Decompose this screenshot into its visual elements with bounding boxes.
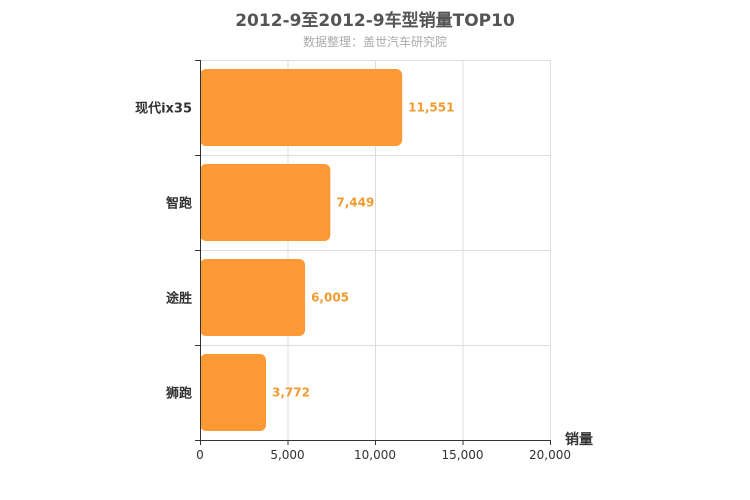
axes <box>195 60 551 445</box>
category-label: 狮跑 <box>165 386 192 402</box>
chart-subtitle: 数据整理：盖世汽车研究院 <box>302 35 447 49</box>
bar <box>200 164 331 241</box>
chart-title: 2012-9至2012-9车型销量TOP10 <box>235 11 515 31</box>
x-tick-label: 15,000 <box>442 448 484 462</box>
category-label: 现代ix35 <box>135 101 192 117</box>
x-axis-title: 销量 <box>565 431 593 448</box>
bar <box>200 259 306 336</box>
bar-value-label: 3,772 <box>272 386 310 400</box>
x-tick-label: 0 <box>196 448 204 462</box>
x-tick-label: 5,000 <box>270 448 304 462</box>
category-label: 智跑 <box>166 196 192 212</box>
labels: 11,551 现代ix35 7,449 智跑 6,005 途胜 3,772 狮跑 0 5,000 1… <box>135 101 571 463</box>
x-tick-label: 10,000 <box>354 448 396 462</box>
category-label: 途胜 <box>166 291 192 307</box>
bar-value-label: 6,005 <box>311 291 349 305</box>
x-tick-label: 20,000 <box>529 448 571 462</box>
bar <box>200 69 403 146</box>
bar-value-label: 7,449 <box>336 196 374 210</box>
bar-value-label: 11,551 <box>408 101 454 115</box>
bars <box>200 69 403 431</box>
bar <box>200 354 267 431</box>
